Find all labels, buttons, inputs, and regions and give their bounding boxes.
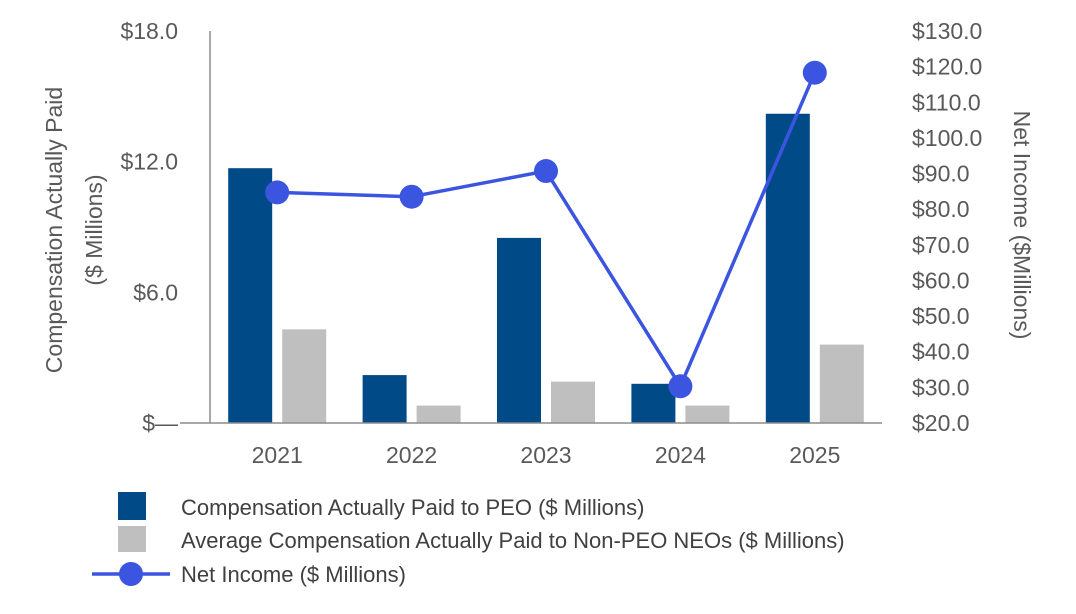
- x-tick-label-2023: 2023: [520, 442, 571, 468]
- bar-neo-2024: [685, 405, 730, 423]
- right-tick-label: $30.0: [912, 374, 970, 400]
- right-axis-title: Net Income ($Millions): [1009, 111, 1035, 340]
- bar-neo-2022: [416, 405, 461, 423]
- x-tick-label-2021: 2021: [252, 442, 303, 468]
- right-tick-label: $120.0: [912, 54, 982, 80]
- legend-label-net-income: Net Income ($ Millions): [181, 562, 406, 587]
- x-tick-label-2022: 2022: [386, 442, 437, 468]
- left-tick-label: $—: [142, 410, 178, 436]
- axes-layer: $— $6.0 $12.0 $18.0 $20.0 $30.0 $40.0 $50.0 $60.…: [41, 18, 1035, 468]
- bar-neo-2025: [819, 344, 864, 423]
- net-income-point-2025: [802, 60, 827, 85]
- net-income-point-2023: [534, 159, 558, 184]
- bars-layer: [228, 113, 864, 423]
- net-income-line: [277, 72, 817, 389]
- net-income-point-2024: [668, 374, 693, 399]
- net-income-line-layer: [265, 60, 827, 399]
- left-axis-title-line1: Compensation Actually Paid: [41, 87, 67, 373]
- net-income-point-2022: [399, 184, 424, 209]
- left-tick-label: $18.0: [120, 18, 178, 44]
- bar-neo-2023: [551, 381, 595, 423]
- legend-label-neo: Average Compensation Actually Paid to No…: [181, 528, 845, 553]
- bar-peo-2023: [497, 237, 541, 423]
- net-income-point-2021: [265, 180, 290, 205]
- legend: Compensation Actually Paid to PEO ($ Mil…: [92, 492, 845, 587]
- bar-peo-2021: [228, 168, 273, 423]
- right-tick-label: $50.0: [912, 303, 970, 329]
- bar-peo-2025: [765, 113, 810, 423]
- legend-label-peo: Compensation Actually Paid to PEO ($ Mil…: [181, 495, 644, 520]
- right-tick-label: $60.0: [912, 267, 970, 293]
- legend-swatch-neo: [118, 526, 146, 552]
- legend-swatch-peo: [118, 492, 146, 520]
- bar-peo-2024: [631, 383, 676, 423]
- left-tick-label: $12.0: [120, 149, 178, 175]
- right-tick-label: $80.0: [912, 196, 970, 222]
- left-axis-title-line2: ($ Millions): [81, 174, 107, 285]
- right-tick-label: $130.0: [912, 18, 982, 44]
- x-tick-label-2024: 2024: [655, 442, 706, 468]
- legend-marker-net-income: [119, 562, 143, 586]
- bar-neo-2021: [282, 329, 327, 423]
- right-tick-label: $90.0: [912, 161, 970, 187]
- right-tick-label: $110.0: [912, 89, 981, 115]
- bar-peo-2022: [362, 375, 407, 423]
- right-tick-label: $70.0: [912, 232, 970, 258]
- right-tick-label: $20.0: [912, 410, 970, 436]
- left-tick-label: $6.0: [133, 279, 178, 305]
- x-tick-label-2025: 2025: [789, 442, 840, 468]
- right-tick-label: $40.0: [912, 339, 970, 365]
- right-tick-label: $100.0: [912, 125, 982, 151]
